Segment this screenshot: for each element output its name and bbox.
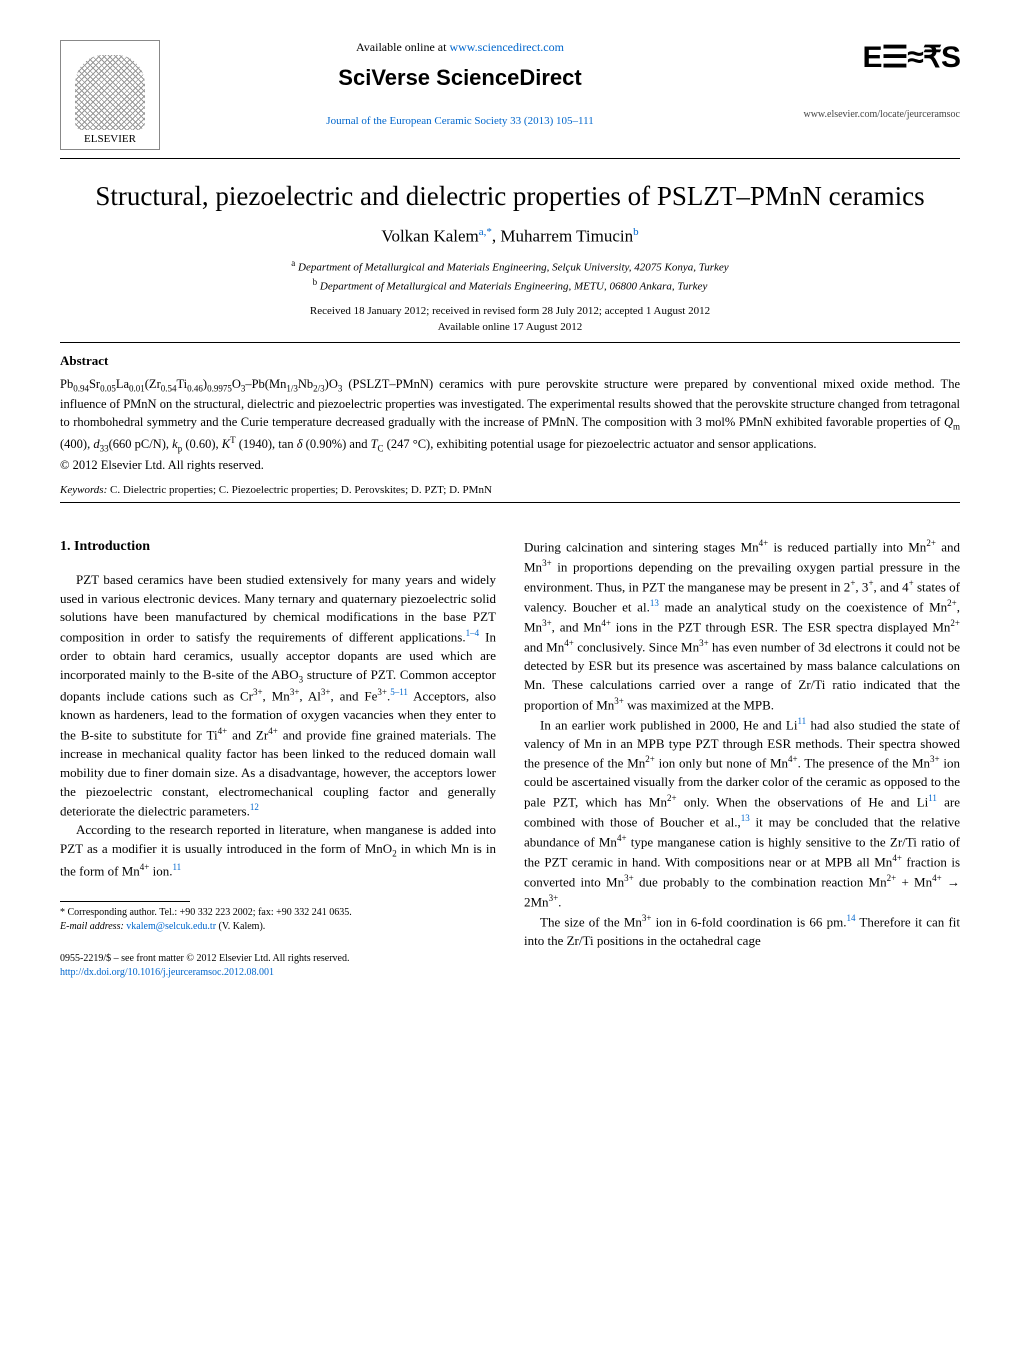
citation-ref[interactable]: 13 <box>650 598 659 608</box>
citation-ref[interactable]: 5–11 <box>390 687 408 697</box>
section-heading: 1. Introduction <box>60 537 496 557</box>
paragraph: PZT based ceramics have been studied ext… <box>60 571 496 821</box>
paragraph: In an earlier work published in 2000, He… <box>524 715 960 913</box>
page-footer: 0955-2219/$ – see front matter © 2012 El… <box>60 952 496 980</box>
right-column: During calcination and sintering stages … <box>524 537 960 980</box>
platform-name: SciVerse ScienceDirect <box>170 65 750 91</box>
journal-logo-icon: E☰≈₹S <box>760 40 960 75</box>
divider <box>60 342 960 343</box>
copyright: © 2012 Elsevier Ltd. All rights reserved… <box>60 458 264 472</box>
sciencedirect-link[interactable]: www.sciencedirect.com <box>449 40 564 54</box>
author-affil-sup[interactable]: a,* <box>479 226 492 238</box>
elsevier-tree-icon <box>75 55 145 130</box>
available-online: Available online at www.sciencedirect.co… <box>170 40 750 55</box>
page-header: ELSEVIER Available online at www.science… <box>60 40 960 150</box>
locate-url[interactable]: www.elsevier.com/locate/jeurceramsoc <box>760 109 960 120</box>
article-title: Structural, piezoelectric and dielectric… <box>60 181 960 212</box>
email-link[interactable]: vkalem@selcuk.edu.tr <box>126 921 216 932</box>
elsevier-logo: ELSEVIER <box>60 40 160 150</box>
citation-ref[interactable]: 13 <box>741 813 750 823</box>
journal-citation[interactable]: Journal of the European Ceramic Society … <box>170 115 750 127</box>
center-header: Available online at www.sciencedirect.co… <box>160 40 760 127</box>
paragraph: According to the research reported in li… <box>60 821 496 880</box>
body-columns: 1. Introduction PZT based ceramics have … <box>60 537 960 980</box>
authors: Volkan Kalema,*, Muharrem Timucinb <box>60 226 960 247</box>
corresponding-author-footnote: * Corresponding author. Tel.: +90 332 22… <box>60 906 496 934</box>
paragraph: During calcination and sintering stages … <box>524 537 960 715</box>
doi-link[interactable]: http://dx.doi.org/10.1016/j.jeurceramsoc… <box>60 967 274 978</box>
author-affil-sup[interactable]: b <box>633 226 639 238</box>
paragraph: The size of the Mn3+ ion in 6-fold coord… <box>524 912 960 951</box>
citation-ref[interactable]: 1–4 <box>466 628 480 638</box>
citation-ref[interactable]: 12 <box>250 802 259 812</box>
right-header: E☰≈₹S www.elsevier.com/locate/jeurcerams… <box>760 40 960 120</box>
divider <box>60 158 960 159</box>
abstract-body: Pb0.94Sr0.05La0.01(Zr0.54Ti0.46)0.9975O3… <box>60 375 960 474</box>
citation-ref[interactable]: 11 <box>928 793 937 803</box>
publisher-name: ELSEVIER <box>84 133 136 145</box>
citation-ref[interactable]: 11 <box>173 862 182 872</box>
abstract-heading: Abstract <box>60 353 960 369</box>
left-column: 1. Introduction PZT based ceramics have … <box>60 537 496 980</box>
citation-ref[interactable]: 11 <box>797 716 806 726</box>
keywords-line: Keywords: C. Dielectric properties; C. P… <box>60 484 960 496</box>
footnote-rule <box>60 901 190 902</box>
divider <box>60 502 960 503</box>
affiliations: a Department of Metallurgical and Materi… <box>60 257 960 295</box>
article-dates: Received 18 January 2012; received in re… <box>60 303 960 336</box>
